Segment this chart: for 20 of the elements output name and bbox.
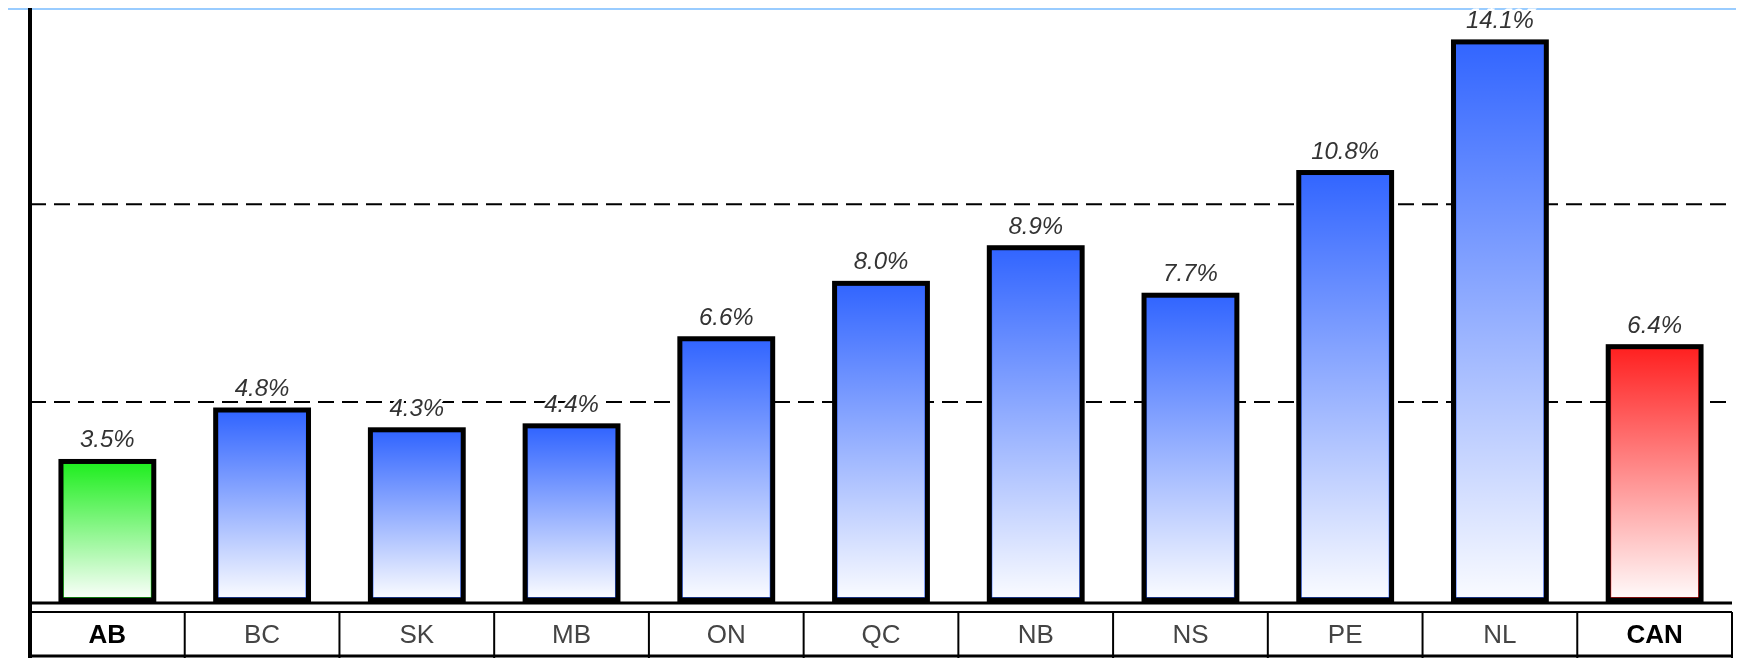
x-tick-label: CAN (1626, 619, 1683, 649)
data-label: 3.5% (80, 425, 135, 453)
data-label: 4.8% (234, 374, 290, 402)
data-label: 7.7% (1163, 259, 1218, 287)
x-tick-label: NL (1483, 619, 1517, 649)
x-tick-label: SK (399, 619, 435, 649)
x-tick-label: NS (1172, 619, 1209, 649)
x-tick-label: QC (861, 619, 901, 649)
data-label: 10.8% (1311, 136, 1380, 164)
data-label: 6.4% (1627, 310, 1682, 338)
x-tick-label: MB (552, 619, 592, 649)
data-label: 6.6% (698, 302, 754, 330)
data-label: 14.1% (1465, 5, 1534, 33)
data-label: 8.9% (1008, 211, 1064, 239)
x-tick-label: ON (706, 619, 746, 649)
data-label: 8.0% (853, 247, 909, 275)
x-tick-label: AB (88, 619, 127, 649)
x-tick-label: BC (244, 619, 281, 649)
x-tick-label: PE (1327, 619, 1363, 649)
x-tick-label: NB (1017, 619, 1054, 649)
